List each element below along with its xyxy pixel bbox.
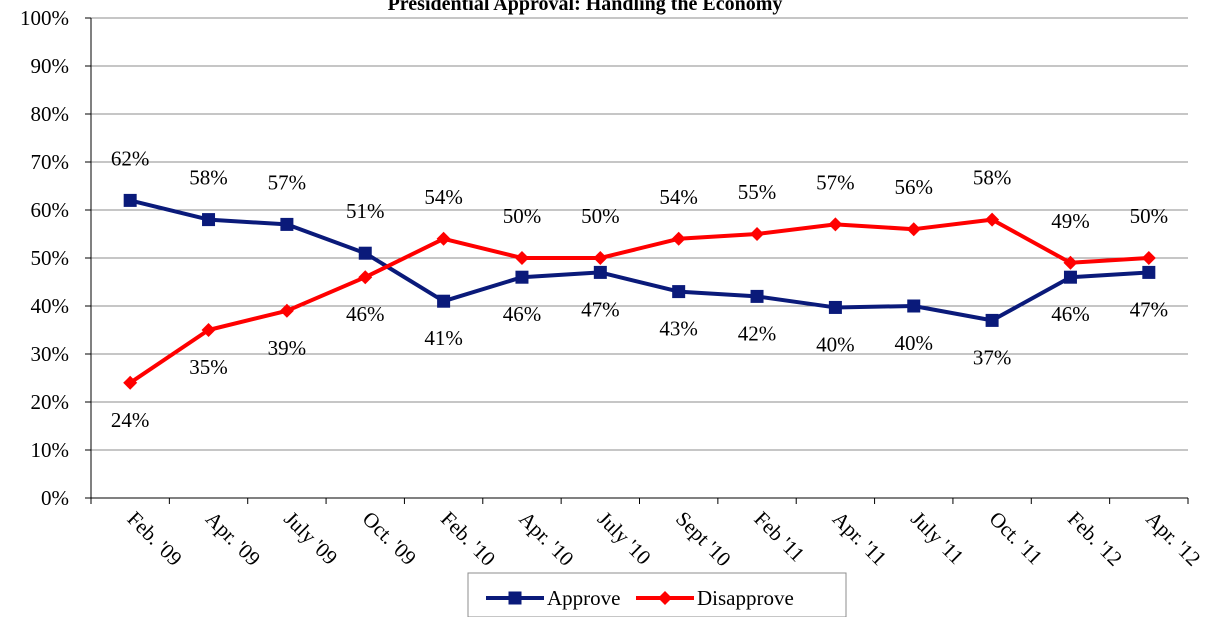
x-tick-label: Oct. '11 <box>985 507 1048 570</box>
data-point-approve <box>1064 271 1077 284</box>
data-label-approve: 42% <box>738 321 777 345</box>
data-point-approve <box>751 290 764 303</box>
data-point-disapprove <box>593 251 607 265</box>
data-label-disapprove: 50% <box>1130 204 1169 228</box>
axes <box>85 18 1188 504</box>
y-tick-label: 40% <box>31 294 70 318</box>
data-label-approve: 40% <box>816 332 855 356</box>
y-tick-label: 0% <box>41 486 69 510</box>
legend-label-disapprove: Disapprove <box>697 586 794 610</box>
data-label-approve: 57% <box>268 170 307 194</box>
legend-marker-square <box>509 592 522 605</box>
data-label-approve: 43% <box>659 317 698 341</box>
x-tick-label: Apr. '10 <box>514 507 578 571</box>
data-label-approve: 47% <box>1130 297 1169 321</box>
y-tick-label: 50% <box>31 246 70 270</box>
data-label-disapprove: 57% <box>816 170 855 194</box>
data-point-approve <box>202 213 215 226</box>
data-point-approve <box>359 247 372 260</box>
y-tick-label: 100% <box>20 6 69 30</box>
data-point-approve <box>1142 266 1155 279</box>
x-tick-label: Feb. '12 <box>1063 507 1127 571</box>
x-tick-label: Sept '10 <box>671 507 736 572</box>
x-tick-label: Apr. '09 <box>201 507 265 571</box>
x-tick-label: Feb. '10 <box>436 507 500 571</box>
data-label-disapprove: 56% <box>895 175 934 199</box>
legend-label-approve: Approve <box>547 586 620 610</box>
data-point-disapprove <box>828 217 842 231</box>
x-tick-labels: Feb. '09 Apr. '09 July '09 Oct. '09 Feb. '10… <box>123 507 1206 572</box>
x-tick-label: Apr. '11 <box>828 507 892 571</box>
data-label-approve: 41% <box>424 326 463 350</box>
y-tick-label: 70% <box>31 150 70 174</box>
data-label-approve: 46% <box>503 302 542 326</box>
y-tick-label: 60% <box>31 198 70 222</box>
data-label-approve: 47% <box>581 297 620 321</box>
data-point-approve <box>594 266 607 279</box>
x-tick-label: July '09 <box>279 507 342 570</box>
legend: Approve Disapprove <box>468 573 846 617</box>
data-label-disapprove: 54% <box>659 185 698 209</box>
data-label-disapprove: 49% <box>1051 209 1090 233</box>
data-label-approve: 37% <box>973 345 1012 369</box>
data-label-disapprove: 35% <box>189 355 228 379</box>
data-label-approve: 40% <box>895 331 934 355</box>
data-point-disapprove <box>907 222 921 236</box>
data-point-approve <box>280 218 293 231</box>
data-label-disapprove: 54% <box>424 185 463 209</box>
data-point-disapprove <box>1142 251 1156 265</box>
x-tick-label: Feb '11 <box>750 507 810 567</box>
chart-title: Presidential Approval: Handling the Econ… <box>388 0 783 15</box>
data-point-disapprove <box>515 251 529 265</box>
gridlines <box>91 18 1188 450</box>
data-label-disapprove: 46% <box>346 302 385 326</box>
y-tick-label: 20% <box>31 390 70 414</box>
x-tick-label: July '10 <box>593 507 656 570</box>
data-label-disapprove: 50% <box>503 204 542 228</box>
data-label-approve: 51% <box>346 199 385 223</box>
data-point-approve <box>907 300 920 313</box>
data-point-approve <box>515 271 528 284</box>
y-tick-label: 30% <box>31 342 70 366</box>
data-point-disapprove <box>672 232 686 246</box>
x-tick-label: Feb. '09 <box>123 507 187 571</box>
data-label-approve: 46% <box>1051 302 1090 326</box>
data-label-disapprove: 24% <box>111 408 150 432</box>
y-tick-label: 90% <box>31 54 70 78</box>
data-point-disapprove <box>750 227 764 241</box>
data-point-approve <box>672 285 685 298</box>
data-label-disapprove: 58% <box>973 166 1012 190</box>
x-tick-label: July '11 <box>906 507 968 569</box>
data-label-disapprove: 55% <box>738 180 777 204</box>
data-label-approve: 62% <box>111 146 150 170</box>
data-point-disapprove <box>437 232 451 246</box>
data-label-approve: 58% <box>189 166 228 190</box>
data-labels: 62% 24% 58% 35% 57% 39% 51% 46% 41% 54% 46% 50% 47% 5… <box>111 146 1168 431</box>
data-point-disapprove <box>358 270 372 284</box>
y-tick-labels: 0% 10% 20% 30% 40% 50% 60% 70% 80% 90% 100% <box>20 6 69 510</box>
data-point-approve <box>829 301 842 314</box>
data-point-approve <box>124 194 137 207</box>
data-point-approve <box>986 314 999 327</box>
y-tick-label: 80% <box>31 102 70 126</box>
y-tick-label: 10% <box>31 438 70 462</box>
data-point-approve <box>437 295 450 308</box>
data-label-disapprove: 50% <box>581 204 620 228</box>
x-tick-label: Apr. '12 <box>1141 507 1205 571</box>
data-label-disapprove: 39% <box>268 336 307 360</box>
x-tick-label: Oct. '09 <box>358 507 421 570</box>
